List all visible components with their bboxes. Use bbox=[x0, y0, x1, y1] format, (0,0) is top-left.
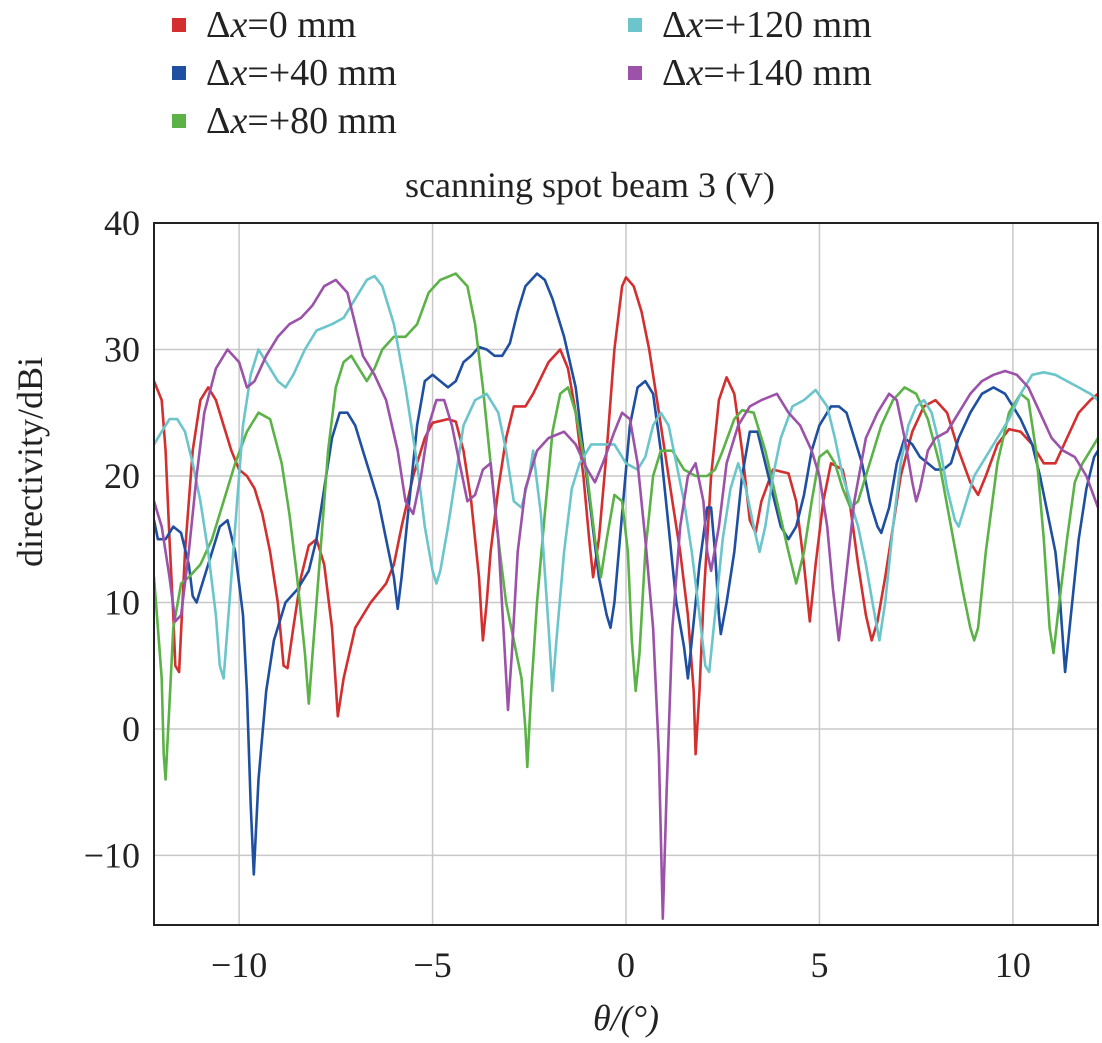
x-tick-label: −10 bbox=[211, 945, 267, 985]
y-tick-label: 10 bbox=[104, 582, 140, 622]
x-tick-label: 5 bbox=[810, 945, 828, 985]
plot-frame bbox=[153, 222, 1099, 926]
legend: Δx=0 mm Δx=+40 mm Δx=+80 mm Δx=+120 mm Δx=+1… bbox=[172, 4, 872, 142]
legend-swatch bbox=[172, 18, 186, 32]
legend-item: Δx=0 mm bbox=[172, 4, 356, 46]
x-tick-label: 10 bbox=[995, 945, 1031, 985]
y-tick-label: 30 bbox=[104, 329, 140, 369]
y-axis-label: directivity/dBi bbox=[10, 357, 50, 567]
series-line bbox=[154, 272, 1098, 781]
legend-item: Δx=+120 mm bbox=[628, 4, 872, 46]
y-tick-label: 20 bbox=[104, 456, 140, 496]
y-tick-label: −10 bbox=[84, 835, 140, 875]
legend-label: Δx=+80 mm bbox=[206, 100, 397, 142]
legend-label: Δx=+40 mm bbox=[206, 52, 397, 94]
x-axis-ticks: −10 −5 0 5 10 bbox=[211, 945, 1031, 985]
legend-label: Δx=+120 mm bbox=[662, 4, 872, 46]
legend-swatch bbox=[172, 114, 186, 128]
legend-label: Δx=0 mm bbox=[206, 4, 356, 46]
series-line bbox=[154, 278, 1098, 920]
legend-item: Δx=+140 mm bbox=[628, 52, 872, 94]
chart-title: scanning spot beam 3 (V) bbox=[405, 165, 775, 205]
legend-label: Δx=+140 mm bbox=[662, 52, 872, 94]
legend-swatch bbox=[172, 66, 186, 80]
series-layer bbox=[154, 272, 1098, 920]
series-line bbox=[154, 276, 1098, 756]
legend-swatch bbox=[628, 18, 642, 32]
y-tick-label: 0 bbox=[122, 709, 140, 749]
series-line bbox=[154, 274, 1098, 693]
legend-item: Δx=+40 mm bbox=[172, 52, 397, 94]
legend-swatch bbox=[628, 66, 642, 80]
legend-item: Δx=+80 mm bbox=[172, 100, 397, 142]
y-tick-label: 40 bbox=[104, 203, 140, 243]
x-axis-label: θ/(°) bbox=[593, 998, 659, 1038]
x-tick-label: −5 bbox=[413, 945, 451, 985]
y-axis-ticks: −10 0 10 20 30 40 bbox=[84, 203, 140, 875]
x-tick-label: 0 bbox=[617, 945, 635, 985]
